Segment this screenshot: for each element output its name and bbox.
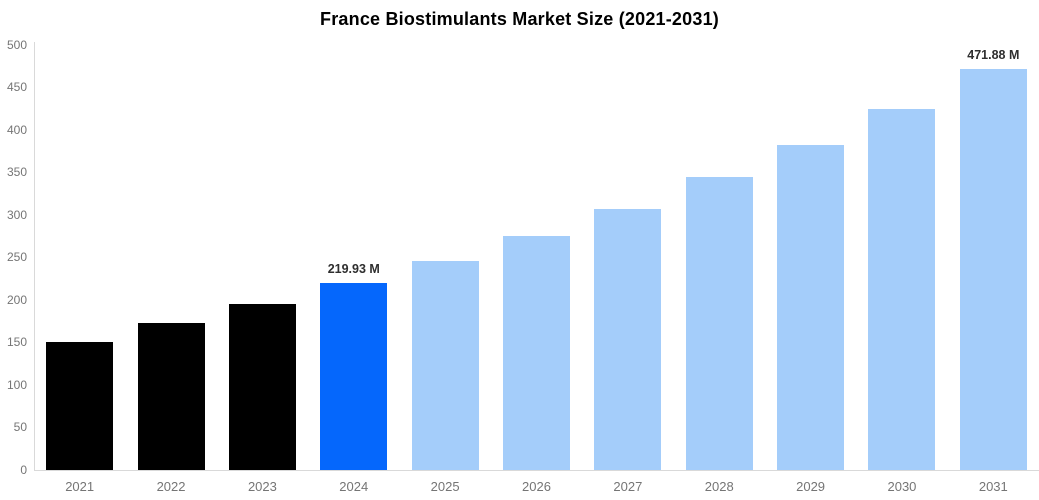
x-label-2027: 2027: [613, 479, 643, 494]
y-tick-50: 50: [13, 420, 27, 435]
x-label-2029: 2029: [796, 479, 826, 494]
bar-2023: [228, 304, 296, 470]
bar-2022: [137, 323, 205, 470]
y-axis-line: [34, 42, 35, 470]
y-tick-0: 0: [20, 462, 27, 477]
y-tick-450: 450: [6, 80, 27, 95]
chart-title: France Biostimulants Market Size (2021-2…: [320, 9, 719, 29]
x-label-2028: 2028: [704, 479, 734, 494]
y-tick-250: 250: [6, 250, 27, 265]
bar-2026: [503, 235, 570, 470]
x-label-2031: 2031: [978, 479, 1008, 494]
y-tick-300: 300: [6, 207, 27, 222]
x-label-2026: 2026: [522, 479, 551, 494]
bar-2021: [46, 341, 114, 470]
bar-2024: [320, 283, 388, 470]
bar-2027: [594, 208, 662, 470]
y-tick-350: 350: [6, 165, 27, 180]
y-tick-400: 400: [6, 122, 27, 137]
bar-value-label-2024: 219.93 M: [327, 262, 380, 277]
x-label-2022: 2022: [156, 479, 186, 494]
bar-2030: [868, 109, 936, 470]
bar-2028: [685, 177, 753, 470]
bar-2031: [959, 69, 1027, 470]
y-tick-200: 200: [6, 292, 27, 307]
y-tick-500: 500: [6, 38, 27, 52]
bar-value-label-2031: 471.88 M: [967, 48, 1020, 63]
x-label-2021: 2021: [65, 479, 95, 494]
x-label-2025: 2025: [430, 479, 460, 494]
y-tick-150: 150: [6, 335, 27, 350]
bar-2025: [411, 261, 479, 470]
x-label-2024: 2024: [339, 479, 369, 494]
x-label-2030: 2030: [887, 479, 917, 494]
y-tick-100: 100: [6, 377, 27, 392]
bar-2029: [777, 144, 845, 470]
x-axis-line: [34, 470, 1039, 471]
x-label-2023: 2023: [247, 479, 277, 494]
